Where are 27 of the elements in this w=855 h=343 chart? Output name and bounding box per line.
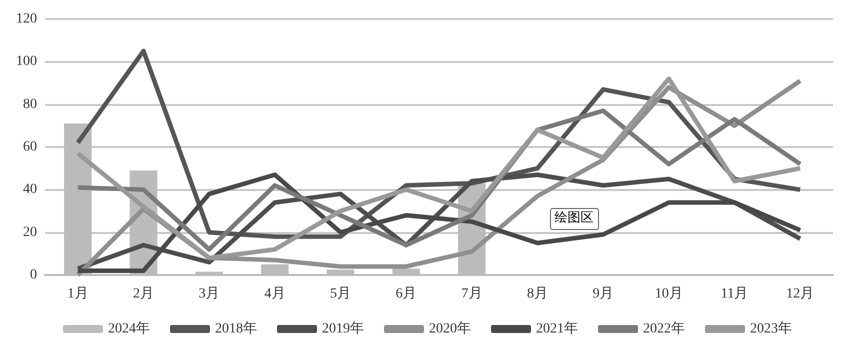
legend-label: 2023年 bbox=[750, 320, 792, 336]
x-tick-label: 8月 bbox=[527, 286, 548, 302]
x-tick-label: 2月 bbox=[133, 286, 154, 302]
x-tick-label: 5月 bbox=[330, 286, 351, 302]
x-tick-label: 6月 bbox=[396, 286, 417, 302]
x-tick-label: 7月 bbox=[461, 286, 482, 302]
y-tick-label: 80 bbox=[23, 96, 37, 112]
x-tick-label: 9月 bbox=[592, 286, 614, 302]
legend-label: 2020年 bbox=[429, 320, 471, 336]
legend-label: 2019年 bbox=[322, 320, 364, 336]
y-tick-label: 120 bbox=[16, 12, 37, 26]
x-tick-label: 3月 bbox=[198, 286, 220, 302]
y-tick-label: 40 bbox=[23, 182, 37, 198]
legend-label: 2024年 bbox=[108, 320, 150, 336]
x-tick-label: 1月 bbox=[67, 286, 88, 302]
x-tick-label: 11月 bbox=[720, 286, 748, 302]
legend-label: 2018年 bbox=[215, 320, 257, 336]
x-tick-label: 12月 bbox=[786, 286, 814, 302]
annotation: 绘图区 bbox=[554, 210, 594, 226]
x-tick-label: 4月 bbox=[264, 286, 286, 302]
legend-label: 2022年 bbox=[643, 320, 685, 336]
y-tick-label: 0 bbox=[30, 268, 37, 282]
y-tick-label: 100 bbox=[16, 54, 37, 70]
y-tick-label: 20 bbox=[23, 224, 37, 240]
y-tick-label: 60 bbox=[23, 140, 37, 154]
x-tick-label: 10月 bbox=[654, 286, 683, 302]
legend-label: 2021年 bbox=[536, 320, 578, 336]
